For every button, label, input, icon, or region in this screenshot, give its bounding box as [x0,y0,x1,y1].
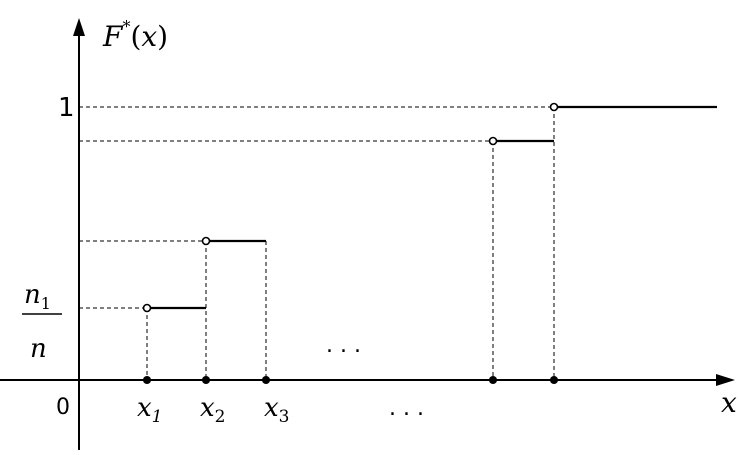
x-tick-1: x1 [137,393,163,427]
axis-point-xk1 [489,376,497,384]
open-point-penultimate [488,136,498,146]
y-tick-frac-numerator: n1 [24,280,51,313]
y-label-main: F [102,20,124,53]
open-point-2 [201,236,211,246]
y-tick-frac-denominator: n [30,334,47,364]
x-axis-arrow [716,374,735,386]
x1-sub: 1 [152,407,163,427]
y-label-sup: * [122,17,130,36]
axis-point-x2 [202,376,210,384]
x2-sub: 2 [215,407,226,427]
origin-label: 0 [56,395,70,420]
y-tick-one: 1 [58,93,75,123]
frac-num-sub: 1 [41,294,51,313]
ellipsis-upper: . . . [326,333,361,358]
x-axis-label: x [721,386,737,419]
axis-point-xk [550,376,558,384]
y-label-var: x [141,20,157,53]
x-tick-3: x3 [264,393,290,427]
y-label-paren-open: ( [130,20,141,53]
x3-sub: 3 [279,407,290,427]
y-label-paren-close: ) [157,20,168,53]
x-tick-2: x2 [200,393,226,427]
y-axis-label: F*(x) [102,17,168,53]
y-axis-arrow [73,18,85,36]
axis-point-x3 [262,376,270,384]
x1-main: x [137,393,152,423]
open-point-1 [142,303,152,313]
x2-main: x [200,393,215,423]
ellipsis-lower: . . . [389,396,424,421]
frac-num-main: n [24,280,41,310]
open-point-last [549,102,559,112]
x3-main: x [264,393,279,423]
axis-point-x1 [143,376,151,384]
